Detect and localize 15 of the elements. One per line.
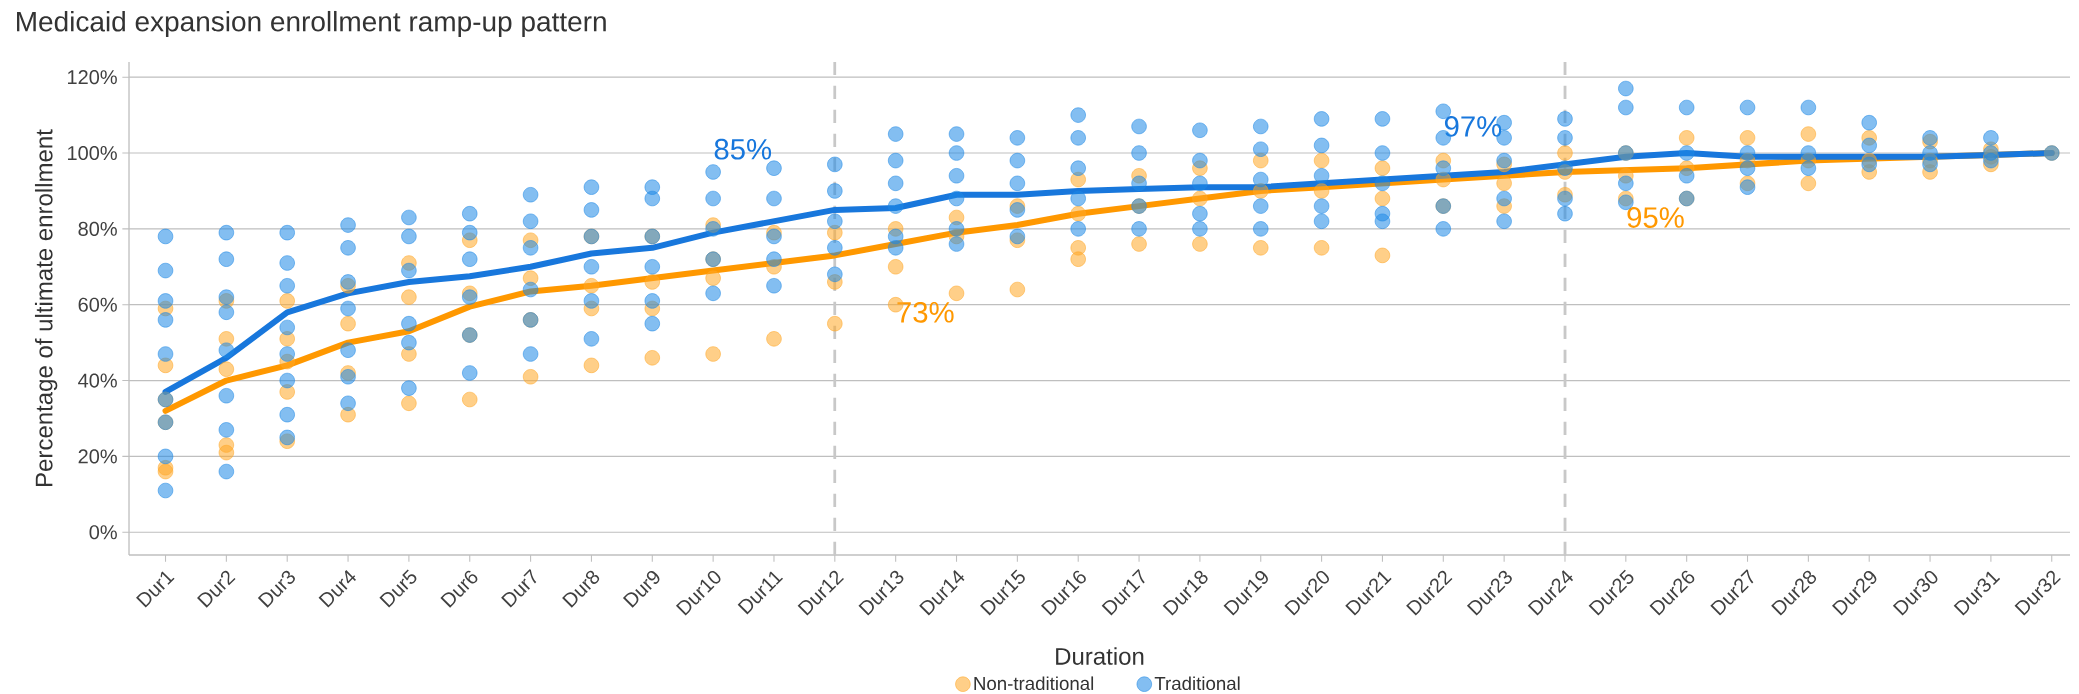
y-tick-label: 40%: [78, 373, 117, 388]
y-tick-label: 120%: [68, 70, 117, 85]
chart-title: Medicaid expansion enrollment ramp-up pattern: [17, 10, 606, 38]
x-axis-title: Duration: [1056, 647, 1144, 665]
y-tick-label: 20%: [78, 449, 117, 464]
y-tick-label: 0%: [89, 525, 117, 540]
legend-label: Traditional: [1154, 676, 1240, 691]
y-tick-label: 80%: [78, 221, 117, 236]
annotation: 73%: [897, 301, 954, 323]
legend-label: Non-traditional: [974, 676, 1094, 691]
y-axis-title: Percentage of ultimate enrollment: [34, 129, 58, 486]
annotation: 85%: [714, 138, 772, 160]
y-tick-label: 100%: [68, 145, 117, 161]
annotation: 95%: [1627, 207, 1684, 228]
y-tick-label: 60%: [78, 297, 117, 312]
